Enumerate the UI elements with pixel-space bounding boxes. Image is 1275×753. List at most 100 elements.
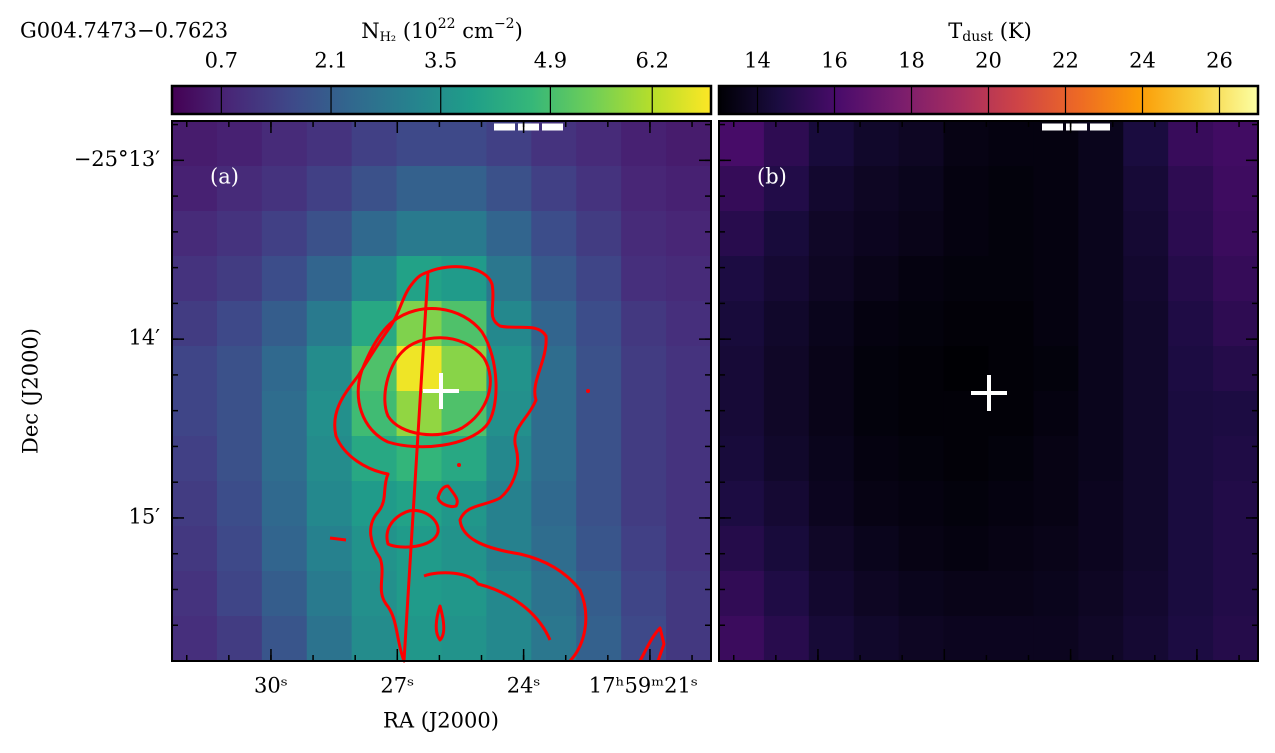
heatmap-cell bbox=[1213, 166, 1259, 212]
contour bbox=[457, 463, 461, 467]
heatmap-cell bbox=[1078, 481, 1124, 527]
heatmap-cell bbox=[261, 121, 308, 167]
colorbar-tick-label: 18 bbox=[898, 49, 925, 73]
heatmap-cell bbox=[943, 166, 990, 212]
contour bbox=[385, 509, 440, 549]
heatmap-cell bbox=[1078, 346, 1124, 392]
heatmap-cell bbox=[351, 256, 398, 302]
heatmap-cell bbox=[531, 166, 577, 212]
colorbar-tick-label: 2.1 bbox=[314, 49, 347, 73]
heatmap-cell bbox=[172, 526, 218, 572]
heatmap-cell bbox=[261, 481, 308, 527]
heatmap-cell bbox=[943, 391, 990, 437]
heatmap-cell bbox=[1213, 616, 1259, 662]
heatmap-cell bbox=[943, 121, 990, 167]
heatmap-cell bbox=[172, 211, 218, 257]
heatmap-cell bbox=[943, 436, 990, 482]
heatmap-cell bbox=[808, 211, 855, 257]
heatmap-cell bbox=[853, 346, 900, 392]
heatmap-cell bbox=[988, 436, 1035, 482]
heatmap-cell bbox=[306, 436, 353, 482]
heatmap-cell bbox=[853, 616, 900, 662]
heatmap-cell bbox=[1168, 301, 1214, 347]
colorbar-tick-label: 26 bbox=[1206, 49, 1233, 73]
heatmap-cell bbox=[486, 436, 532, 482]
heatmap-cell bbox=[853, 481, 900, 527]
heatmap-cell bbox=[1213, 391, 1259, 437]
heatmap-cell bbox=[576, 121, 622, 167]
heatmap-cell bbox=[988, 301, 1035, 347]
heatmap-cell bbox=[576, 391, 622, 437]
heatmap-cell bbox=[719, 121, 765, 167]
heatmap-cell bbox=[1213, 121, 1259, 167]
heatmap-cell bbox=[666, 436, 712, 482]
heatmap-cell bbox=[763, 301, 810, 347]
heatmap-cell bbox=[441, 166, 488, 212]
heatmap-cell bbox=[988, 571, 1035, 617]
heatmap-cell bbox=[216, 436, 263, 482]
heatmap-cell bbox=[898, 346, 945, 392]
heatmap-cell bbox=[621, 481, 667, 527]
source-marker bbox=[971, 375, 1007, 411]
heatmap-cell bbox=[943, 481, 990, 527]
heatmap-cell bbox=[172, 166, 218, 212]
heatmap-cell bbox=[943, 301, 990, 347]
colorbar-label: NH₂ (1022 cm−2) bbox=[361, 16, 523, 45]
heatmap-cell bbox=[621, 571, 667, 617]
heatmap-cell bbox=[898, 391, 945, 437]
colorbar-tick-label: 3.5 bbox=[424, 49, 457, 73]
heatmap-cell bbox=[808, 616, 855, 662]
y-axis-label: Dec (J2000) bbox=[19, 328, 43, 454]
heatmap-cell bbox=[1033, 256, 1079, 302]
heatmap-cell bbox=[486, 166, 532, 212]
heatmap-cell bbox=[1078, 616, 1124, 662]
heatmap-cell bbox=[808, 391, 855, 437]
heatmap-cell bbox=[666, 121, 712, 167]
heatmap-cell bbox=[486, 211, 532, 257]
heatmap-cell bbox=[988, 211, 1035, 257]
heatmap-cell bbox=[988, 616, 1035, 662]
contour bbox=[586, 389, 590, 393]
colorbar-tick-label: 4.9 bbox=[534, 49, 567, 73]
heatmap-cell bbox=[1213, 346, 1259, 392]
heatmap-cell bbox=[1213, 526, 1259, 572]
heatmap-cell bbox=[261, 211, 308, 257]
axes: 30ˢ 27ˢ 24ˢ 17ʰ59ᵐ21ˢ −25°13′ 14′ 15′ (a) 0.7 2.1… bbox=[74, 49, 1260, 698]
heatmap-cell bbox=[306, 391, 353, 437]
heatmap-cell bbox=[486, 616, 532, 662]
heatmap-cell bbox=[621, 526, 667, 572]
heatmap-cell bbox=[306, 526, 353, 572]
heatmap-cell bbox=[216, 391, 263, 437]
heatmap-cell bbox=[666, 616, 712, 662]
heatmap-cell bbox=[172, 571, 218, 617]
heatmap-cell bbox=[763, 526, 810, 572]
colorbar-tick-label: 22 bbox=[1052, 49, 1079, 73]
heatmap-cell bbox=[898, 301, 945, 347]
heatmap-cell bbox=[763, 616, 810, 662]
contour bbox=[329, 536, 666, 662]
heatmap-cell bbox=[719, 526, 765, 572]
heatmap-cell bbox=[216, 121, 263, 167]
heatmap-cell bbox=[1033, 436, 1079, 482]
heatmap-cell bbox=[306, 166, 353, 212]
heatmap-cell bbox=[1123, 481, 1169, 527]
heatmap-cell bbox=[216, 211, 263, 257]
heatmap-cell bbox=[898, 526, 945, 572]
heatmap-cell bbox=[719, 436, 765, 482]
heatmap-cell bbox=[719, 166, 765, 212]
heatmap-cell bbox=[441, 211, 488, 257]
heatmap-cell bbox=[531, 256, 577, 302]
heatmap-cell bbox=[666, 571, 712, 617]
panel-label: (a) bbox=[210, 165, 239, 189]
heatmap-cell bbox=[531, 346, 577, 392]
heatmap-cell bbox=[1168, 121, 1214, 167]
heatmap-cell bbox=[666, 526, 712, 572]
heatmap-cell bbox=[486, 571, 532, 617]
colorbar-tick-label: 16 bbox=[821, 49, 848, 73]
heatmap-cell bbox=[1033, 481, 1079, 527]
heatmap-cell bbox=[261, 301, 308, 347]
heatmap-cell bbox=[666, 391, 712, 437]
heatmap-cell bbox=[1078, 211, 1124, 257]
heatmap-cell bbox=[719, 346, 765, 392]
heatmap-cell bbox=[988, 526, 1035, 572]
